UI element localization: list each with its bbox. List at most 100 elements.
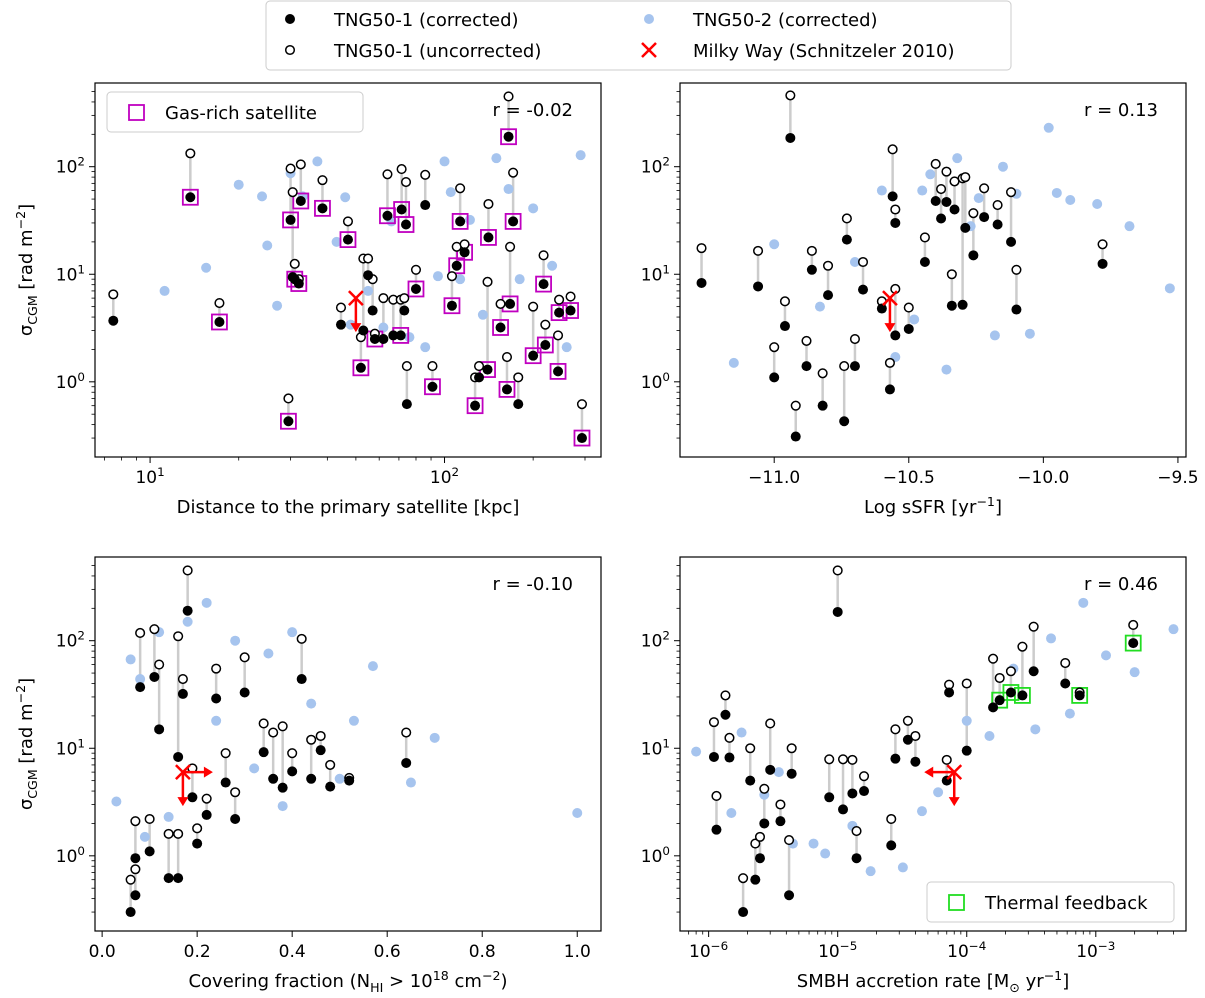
tng50-1-uncorrected-point: [154, 659, 165, 670]
tng50-1-corrected-point: [988, 702, 999, 713]
tng50-1-corrected-point: [163, 873, 174, 884]
tng50-1-corrected-point: [859, 786, 870, 797]
gas-rich-square: [500, 128, 517, 146]
tng50-1-uncorrected-point: [1028, 621, 1039, 632]
tng50-1-corrected-point: [759, 818, 770, 829]
tng50-1-uncorrected-point: [941, 166, 952, 177]
tng50-1-uncorrected-point: [399, 293, 410, 304]
tng50-1-uncorrected-point: [501, 351, 513, 363]
y-tick-label: 100: [641, 370, 670, 393]
tng50-2-point: [455, 274, 466, 285]
tng50-2-point: [182, 616, 193, 627]
tng50-2-point: [933, 787, 944, 798]
gas-rich-square: [573, 429, 591, 447]
tng50-2-point: [820, 848, 831, 859]
gas-rich-square: [535, 275, 552, 293]
gas-rich-square: [524, 347, 542, 365]
tng50-1-corrected-point: [420, 200, 431, 211]
gas-rich-square: [339, 231, 357, 249]
tng50-1-corrected-point: [344, 775, 355, 786]
tng50-1-corrected-point: [841, 234, 852, 245]
x-tick-label: 0.8: [469, 942, 496, 962]
tng50-2-point: [1101, 650, 1112, 661]
tng50-1-corrected-point: [553, 366, 564, 377]
tng50-1-corrected-point: [1028, 666, 1039, 677]
tng50-1-corrected-point: [944, 687, 955, 698]
tng50-1-corrected-point: [992, 219, 1003, 230]
tng50-1-corrected-point: [765, 764, 776, 775]
tng50-1-uncorrected-point: [988, 653, 999, 664]
tng50-2-point: [528, 203, 539, 214]
x-tick-label: 102: [430, 465, 459, 488]
gas-rich-square: [407, 280, 425, 298]
tng50-1-corrected-point: [887, 191, 898, 202]
tng50-1-uncorrected-point: [396, 164, 407, 175]
tng50-1-uncorrected-point: [738, 873, 749, 884]
tng50-1-uncorrected-point: [325, 759, 336, 770]
tng50-1-corrected-point: [1074, 690, 1085, 701]
tng50-2-point: [378, 322, 389, 333]
gas-rich-square: [314, 199, 331, 217]
tng50-1-uncorrected-point: [849, 333, 860, 345]
tng50-1-uncorrected-point: [903, 302, 914, 313]
tng50-2-point: [445, 187, 456, 198]
gas-rich-square: [282, 211, 299, 229]
tng50-1-corrected-point: [187, 792, 198, 803]
tng50-2-point: [984, 731, 995, 742]
series-tng50-1-corrected: [708, 606, 1139, 918]
tng50-1-corrected-point: [503, 131, 514, 142]
legend-marker: [641, 42, 657, 58]
tng50-1-corrected-point: [410, 283, 421, 294]
tng50-2-point: [312, 156, 323, 167]
tng50-2-point: [865, 866, 876, 877]
tng50-1-corrected-point: [851, 853, 862, 864]
gas-rich-square: [466, 397, 484, 415]
tng50-1-uncorrected-point: [177, 673, 188, 685]
tng50-1-uncorrected-point: [378, 293, 389, 304]
tng50-2-point: [1129, 667, 1140, 678]
tng50-1-uncorrected-point: [784, 835, 795, 846]
mw-arrow-head: [177, 797, 189, 807]
tng50-1-uncorrected-point: [135, 627, 146, 639]
tng50-1-uncorrected-point: [941, 754, 952, 765]
tng50-1-corrected-point: [483, 232, 494, 243]
tng50-2-point: [726, 808, 737, 819]
tng50-1-corrected-point: [784, 890, 795, 901]
panel-legend-square: [128, 104, 145, 121]
legend-label: Milky Way (Schnitzeler 2010): [693, 41, 955, 62]
tng50-1-uncorrected-point: [289, 258, 300, 269]
tng50-1-corrected-point: [367, 305, 378, 316]
tng50-1-uncorrected-point: [696, 243, 707, 254]
figure-legend: TNG50-1 (corrected) TNG50-1 (uncorrected)…: [265, 0, 1012, 71]
tng50-1-uncorrected-point: [1005, 666, 1016, 677]
tng50-2-point: [769, 239, 780, 250]
series-tng50-1-corrected: [696, 132, 1108, 442]
gas-rich-square: [443, 297, 461, 315]
tng50-2-point: [340, 192, 351, 203]
tng50-2-point: [306, 698, 317, 709]
tng50-1-corrected-point: [505, 298, 516, 309]
gas-rich-square: [504, 213, 522, 230]
gas-rich-square: [498, 381, 516, 398]
tng50-1-corrected-point: [177, 688, 188, 699]
tng50-1-corrected-point: [858, 284, 869, 295]
tng50-1-uncorrected-point: [258, 718, 269, 729]
series-tng50-1-uncorrected: [708, 565, 1139, 884]
tng50-2-point: [897, 862, 908, 873]
tng50-1-uncorrected-point: [1097, 239, 1108, 250]
tng50-2-point: [917, 185, 928, 196]
tng50-1-uncorrected-point: [295, 159, 306, 170]
tng50-1-uncorrected-point: [745, 743, 756, 754]
mw-x-marker: [946, 764, 963, 781]
tng50-2-point: [477, 309, 488, 320]
tng50-1-uncorrected-point: [720, 690, 731, 701]
tng50-1-corrected-point: [130, 853, 141, 864]
panel-legend-box: [926, 881, 1175, 923]
tng50-1-corrected-point: [451, 260, 462, 271]
tng50-2-point: [1092, 198, 1103, 209]
tng50-1-uncorrected-point: [790, 400, 801, 411]
y-tick-label: 102: [56, 155, 85, 178]
tng50-1-corrected-point: [317, 203, 328, 214]
tng50-1-corrected-point: [378, 334, 389, 345]
